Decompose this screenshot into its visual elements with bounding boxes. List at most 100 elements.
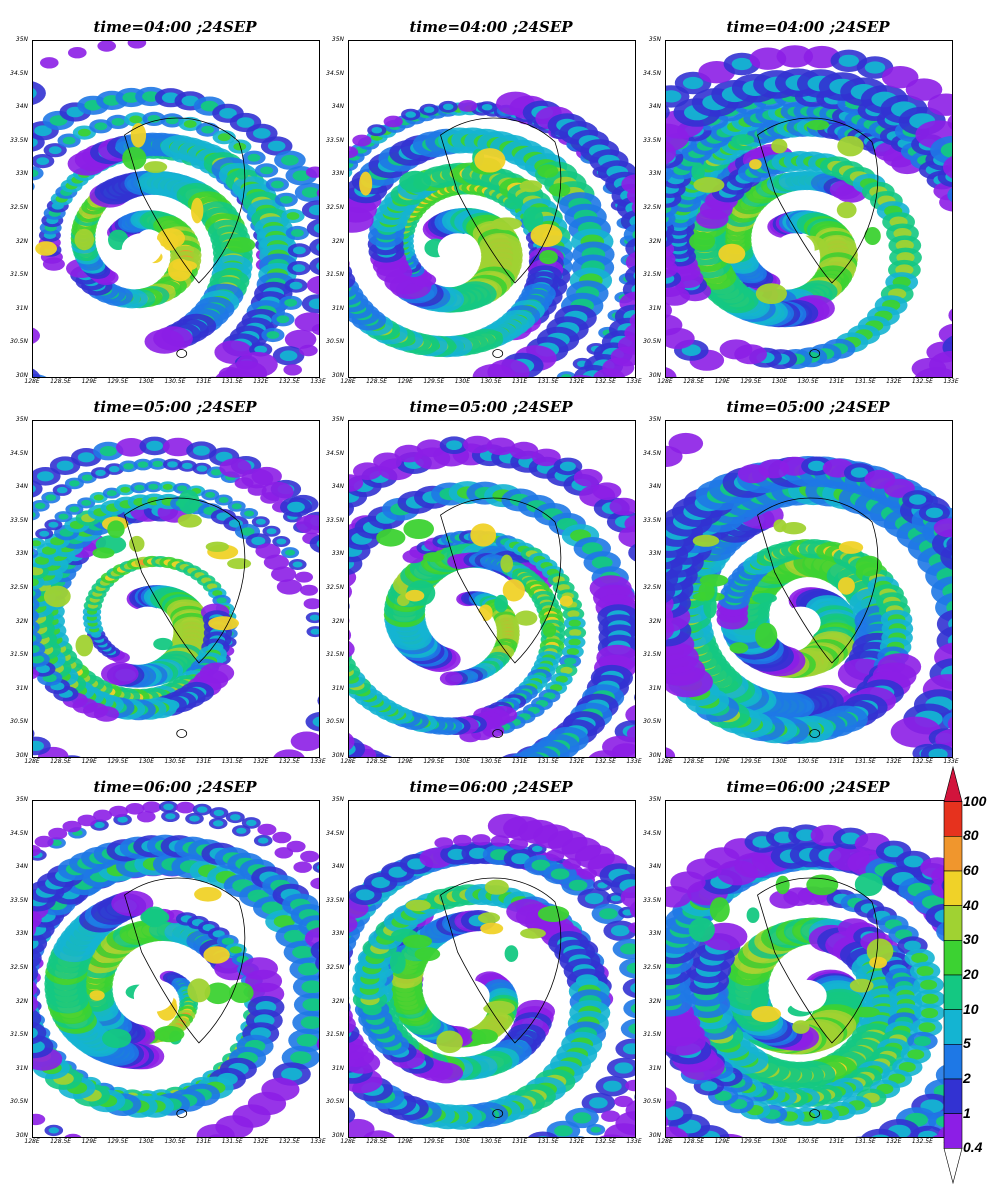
y-tick-label: 32N <box>331 997 344 1005</box>
y-tick-label: 33.5N <box>326 136 344 144</box>
y-tick-label: 32N <box>15 997 28 1005</box>
rainfall-field <box>349 91 635 377</box>
x-tick-label: 131E <box>511 758 528 765</box>
y-tick-label: 33.5N <box>643 136 661 144</box>
coastline <box>124 117 246 284</box>
x-tick-label: 130.5E <box>164 378 186 385</box>
y-tick-label: 30.5N <box>326 718 344 726</box>
y-tick-label: 33.5N <box>10 136 28 144</box>
coastline <box>757 117 879 284</box>
y-tick-label: 34N <box>15 863 28 871</box>
x-tick-label: 128E <box>657 758 673 765</box>
y-tick-label: 31.5N <box>643 651 661 659</box>
x-tick-label: 129E <box>714 758 730 765</box>
x-tick-label: 130E <box>138 378 155 385</box>
y-tick-label: 30N <box>15 1132 28 1139</box>
x-tick-label: 132.5E <box>911 378 933 385</box>
x-tick-label: 131.5E <box>537 758 559 765</box>
y-tick-label: 30.5N <box>643 338 661 346</box>
x-tick-label: 131.5E <box>221 758 243 765</box>
y-tick-label: 34.5N <box>643 69 661 77</box>
x-tick-label: 131E <box>195 1138 212 1145</box>
x-tick-label: 131E <box>828 1138 845 1145</box>
rainfall-field <box>666 432 952 757</box>
map-plot-area <box>665 40 953 378</box>
y-tick-label: 35N <box>331 416 344 423</box>
y-tick-label: 32N <box>648 997 661 1005</box>
island-outline <box>809 349 821 358</box>
y-tick-label: 34.5N <box>10 449 28 457</box>
panel-title: time=04:00 ;24SEP <box>409 18 573 36</box>
colorbar-max-arrow <box>943 765 963 802</box>
island-outline <box>492 1109 504 1118</box>
y-tick-label: 34.5N <box>326 69 344 77</box>
y-tick-label: 34.5N <box>326 829 344 837</box>
y-tick-label: 33N <box>331 930 344 938</box>
y-tick-label: 33N <box>15 930 28 938</box>
y-tick-label: 31N <box>648 684 661 692</box>
x-tick-label: 133E <box>943 378 959 385</box>
y-tick-label: 30.5N <box>643 718 661 726</box>
colorbar-segment <box>943 836 963 872</box>
map-plot-area <box>32 420 320 758</box>
y-tick-label: 33.5N <box>10 896 28 904</box>
x-tick-label: 133E <box>626 378 642 385</box>
colorbar-label: 1 <box>963 1104 971 1121</box>
x-tick-label: 132E <box>253 758 269 765</box>
y-tick-label: 35N <box>15 36 28 43</box>
x-tick-label: 132E <box>886 378 902 385</box>
colorbar-min-arrow <box>943 1148 963 1185</box>
x-tick-label: 129.5E <box>740 1138 762 1145</box>
x-tick-label: 132.5E <box>594 1138 616 1145</box>
colorbar-segment <box>943 870 963 906</box>
y-tick-label: 31.5N <box>10 1031 28 1039</box>
colorbar-label: 10 <box>963 1000 979 1017</box>
colorbar-label: 60 <box>963 862 979 878</box>
y-tick-label: 31.5N <box>326 271 344 279</box>
x-tick-label: 131.5E <box>537 378 559 385</box>
island-outline <box>492 349 504 358</box>
x-tick-label: 133E <box>310 1138 326 1145</box>
rain-bands <box>33 436 319 757</box>
y-tick-label: 32.5N <box>326 964 344 971</box>
x-tick-label: 130E <box>454 1138 471 1145</box>
x-tick-label: 129E <box>397 758 413 765</box>
y-tick-label: 31N <box>648 304 661 312</box>
coastline <box>440 877 562 1044</box>
x-tick-label: 132.5E <box>278 1138 300 1145</box>
x-tick-label: 130.5E <box>797 1138 819 1145</box>
colorbar-segment <box>943 1009 963 1045</box>
y-tick-label: 35N <box>648 416 661 423</box>
x-tick-label: 128.5E <box>50 1138 72 1145</box>
x-tick-label: 128.5E <box>683 378 705 385</box>
y-tick-label: 32.5N <box>10 964 28 971</box>
x-tick-label: 131.5E <box>854 1138 876 1145</box>
x-tick-label: 128E <box>24 758 40 765</box>
y-tick-label: 32N <box>331 237 344 245</box>
x-tick-label: 131E <box>828 378 845 385</box>
colorbar-segment <box>943 974 963 1010</box>
island-outline <box>176 1109 188 1118</box>
x-tick-label: 129E <box>714 1138 730 1145</box>
y-tick-label: 34N <box>331 103 344 111</box>
y-tick-label: 34N <box>331 483 344 491</box>
y-tick-label: 33N <box>648 170 661 178</box>
x-tick-label: 131.5E <box>537 1138 559 1145</box>
x-tick-label: 132.5E <box>594 378 616 385</box>
x-tick-label: 130E <box>138 758 155 765</box>
x-tick-label: 130.5E <box>480 1138 502 1145</box>
rainfall-field <box>349 435 635 757</box>
x-tick-label: 129.5E <box>740 758 762 765</box>
y-tick-label: 32N <box>648 617 661 625</box>
y-tick-label: 31N <box>15 304 28 312</box>
x-tick-label: 130E <box>771 1138 788 1145</box>
x-tick-label: 133E <box>943 758 959 765</box>
x-tick-label: 130.5E <box>164 758 186 765</box>
x-tick-label: 128E <box>24 378 40 385</box>
y-tick-label: 30N <box>331 752 344 759</box>
y-tick-label: 33.5N <box>326 516 344 524</box>
island-outline <box>176 349 188 358</box>
colorbar-label: 100 <box>963 792 987 809</box>
colorbar-segment <box>943 801 963 837</box>
rainfall-panel: time=06:00 ;24SEP 30N 30.5N 31N 31.5N 32N 32.5… <box>316 778 642 1152</box>
